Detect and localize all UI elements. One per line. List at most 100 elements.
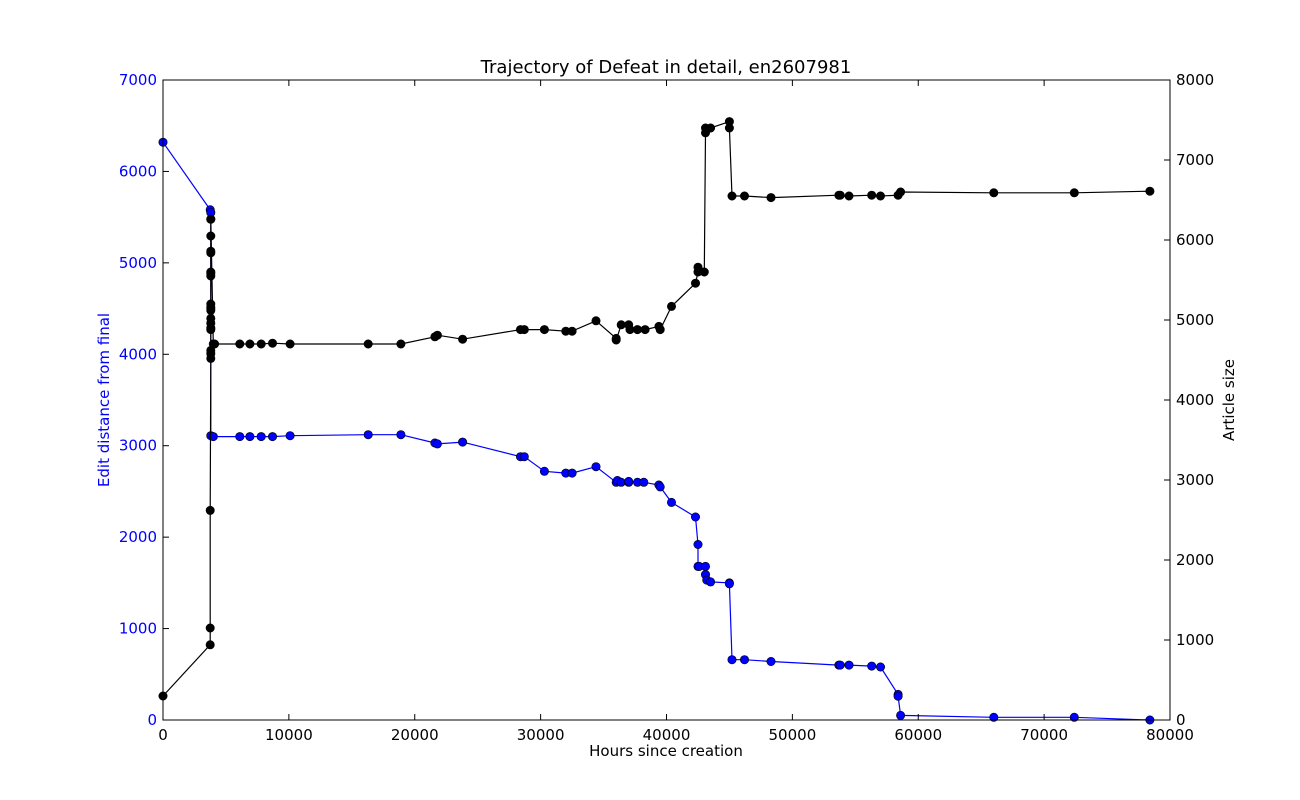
x-tick-label: 20000: [391, 726, 439, 744]
edit-distance-point: [245, 432, 255, 442]
article-size-point: [205, 505, 215, 515]
y-right-tick-label: 6000: [1176, 231, 1214, 249]
edit-distance-point: [256, 432, 266, 442]
article-size-point: [690, 278, 700, 288]
edit-distance-point: [208, 432, 218, 442]
x-tick-label: 40000: [643, 726, 691, 744]
edit-distance-point: [893, 691, 903, 701]
edit-distance-point: [989, 712, 999, 722]
y-left-tick-label: 6000: [119, 162, 157, 180]
y-right-tick-label: 5000: [1176, 311, 1214, 329]
article-size-point: [458, 334, 468, 344]
article-size-point: [206, 313, 216, 323]
x-tick-label: 70000: [1020, 726, 1068, 744]
article-size-point: [396, 339, 406, 349]
y-right-tick-label: 1000: [1176, 631, 1214, 649]
article-size-point: [896, 187, 906, 197]
x-tick-label: 0: [158, 726, 168, 744]
article-size-point: [591, 316, 601, 326]
edit-distance-point: [700, 561, 710, 571]
article-size-point: [210, 339, 220, 349]
edit-distance-point: [896, 710, 906, 720]
article-size-point: [539, 325, 549, 335]
x-tick-label: 30000: [517, 726, 565, 744]
article-size-point: [835, 190, 845, 200]
edit-distance-point: [739, 655, 749, 665]
edit-distance-point: [235, 432, 245, 442]
article-size-point: [256, 339, 266, 349]
article-size-point: [205, 640, 215, 650]
edit-distance-point: [875, 662, 885, 672]
edit-distance-point: [567, 468, 577, 478]
edit-distance-point: [396, 430, 406, 440]
y-right-tick-label: 0: [1176, 711, 1186, 729]
edit-distance-point: [727, 655, 737, 665]
article-size-point: [875, 191, 885, 201]
x-tick-label: 80000: [1146, 726, 1194, 744]
y-left-tick-label: 3000: [119, 437, 157, 455]
article-size-point: [206, 267, 216, 277]
edit-distance-line: [162, 141, 1150, 721]
article-size-point: [1145, 186, 1155, 196]
y-right-tick-label: 8000: [1176, 71, 1214, 89]
article-size-point: [1069, 188, 1079, 198]
article-size-point: [739, 191, 749, 201]
edit-distance-point: [616, 477, 626, 487]
article-size-point: [989, 188, 999, 198]
y-right-tick-label: 4000: [1176, 391, 1214, 409]
edit-distance-point: [844, 660, 854, 670]
edit-distance-point: [706, 577, 716, 587]
y-left-tick-label: 7000: [119, 71, 157, 89]
article-size-point: [245, 339, 255, 349]
article-size-point: [655, 325, 665, 335]
article-size-point: [206, 299, 216, 309]
article-size-point: [363, 339, 373, 349]
edit-distance-point: [432, 439, 442, 449]
y-right-tick-label: 7000: [1176, 151, 1214, 169]
y-right-tick-label: 3000: [1176, 471, 1214, 489]
article-size-point: [632, 325, 642, 335]
edit-distance-point: [1069, 712, 1079, 722]
article-size-point: [205, 623, 215, 633]
edit-distance-point: [724, 579, 734, 589]
article-size-point: [727, 191, 737, 201]
edit-distance-point: [690, 512, 700, 522]
article-size-point: [693, 262, 703, 272]
edit-distance-point: [267, 432, 277, 442]
x-tick-label: 50000: [769, 726, 817, 744]
edit-distance-point: [693, 539, 703, 549]
article-size-point: [640, 325, 650, 335]
article-size-point: [235, 339, 245, 349]
x-axis-label: Hours since creation: [589, 742, 743, 760]
edit-distance-point: [624, 476, 634, 486]
edit-distance-point: [519, 452, 529, 462]
article-size-point: [206, 231, 216, 241]
article-size-point: [285, 339, 295, 349]
article-size-point: [206, 214, 216, 224]
article-size-point: [625, 325, 635, 335]
axes-layer: 0 10000 20000 30000 40000 50000 60000 70000 8000…: [119, 71, 1214, 744]
edit-distance-point: [539, 466, 549, 476]
y-left-tick-label: 5000: [119, 254, 157, 272]
edit-distance-point: [867, 661, 877, 671]
edit-distance-point: [285, 431, 295, 441]
y-axis-left-label: Edit distance from final: [95, 313, 113, 487]
series-layer: [158, 117, 1155, 725]
edit-distance-point: [666, 497, 676, 507]
edit-distance-point: [655, 482, 665, 492]
article-size-point: [706, 123, 716, 133]
edit-distance-point: [458, 437, 468, 447]
edit-distance-point: [766, 656, 776, 666]
chart-title: Trajectory of Defeat in detail, en260798…: [480, 57, 852, 78]
article-size-point: [519, 325, 529, 335]
article-size-point: [616, 320, 626, 330]
y-axis-right-label: Article size: [1220, 359, 1238, 441]
y-left-tick-label: 1000: [119, 620, 157, 638]
article-size-point: [867, 190, 877, 200]
edit-distance-point: [835, 660, 845, 670]
article-size-point: [699, 267, 709, 277]
article-size-point: [267, 338, 277, 348]
article-size-point: [844, 191, 854, 201]
article-size-point: [724, 123, 734, 133]
